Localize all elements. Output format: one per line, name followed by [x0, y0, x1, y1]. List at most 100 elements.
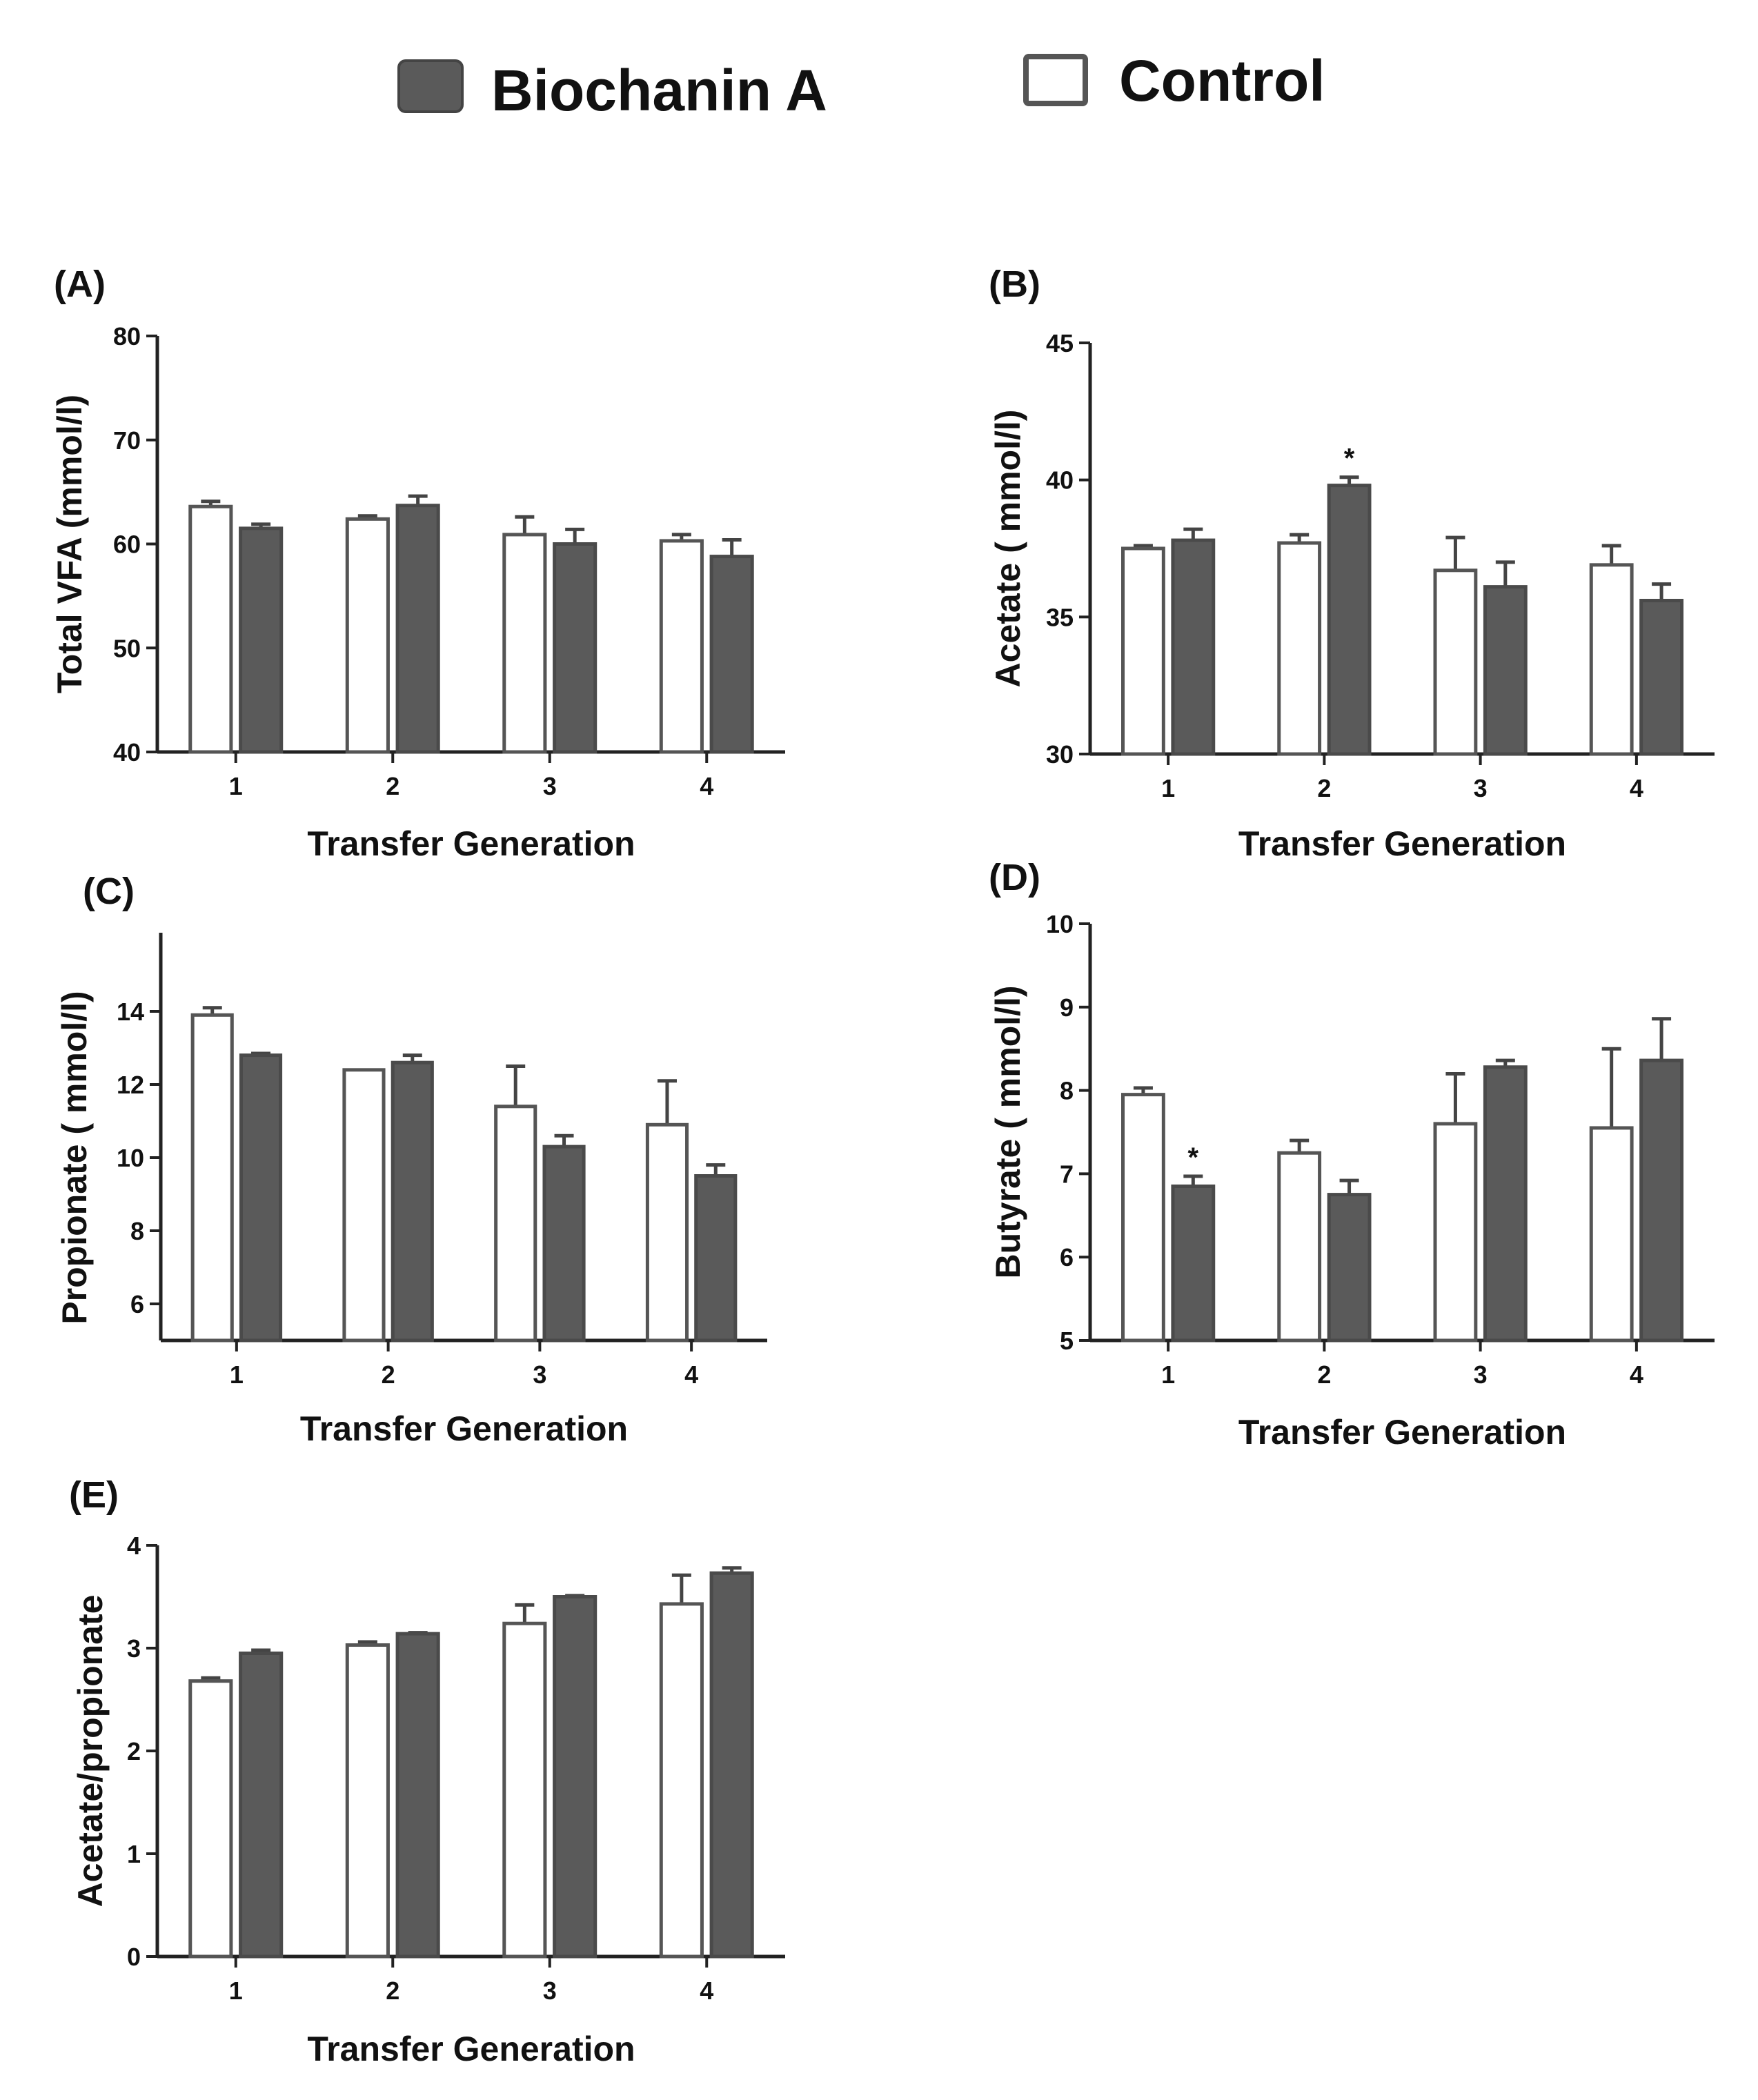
bar-control [345, 517, 390, 754]
bar-control [345, 1643, 390, 1959]
chart-panel-2: (B) 30 35 40 45 1 2 * 3 4 Transfer Generation Aceta… [989, 264, 1715, 863]
panel-label: (B) [989, 264, 1040, 305]
x-tick-label: 1 [229, 1977, 243, 2005]
x-tick-label: 2 [1317, 774, 1331, 802]
legend-swatch-control [1023, 54, 1088, 106]
x-tick-label: 2 [1317, 1360, 1331, 1389]
y-tick-label: 8 [130, 1217, 144, 1245]
bar-biochanin [1639, 1058, 1683, 1343]
x-tick-label: 1 [230, 1360, 244, 1389]
chart-panel-1: (A) 40 50 60 70 80 1 2 3 4 Transfer Generation Tota… [50, 264, 785, 863]
bar-control [188, 1679, 233, 1959]
y-tick-label: 0 [127, 1943, 141, 1971]
significance-mark: * [1188, 1142, 1199, 1173]
x-tick-label: 3 [543, 1977, 557, 2005]
bar-biochanin [1483, 585, 1528, 756]
x-tick-label: 1 [1161, 1360, 1175, 1389]
bar-control [1121, 546, 1165, 756]
y-tick-label: 10 [117, 1144, 144, 1172]
y-axis-title: Acetate ( mmol/l) [989, 410, 1027, 688]
bar-control [1589, 1126, 1634, 1343]
x-tick-label: 4 [700, 772, 713, 800]
bar-biochanin [553, 1595, 597, 1959]
x-tick-label: 4 [700, 1977, 713, 2005]
x-tick-label: 3 [1474, 774, 1488, 802]
x-axis-title: Transfer Generation [1238, 824, 1566, 863]
bar-biochanin [239, 1651, 284, 1959]
x-axis-title: Transfer Generation [307, 2030, 635, 2068]
bar-control [502, 533, 547, 754]
y-tick-label: 35 [1046, 603, 1074, 631]
bar-control [1277, 541, 1322, 756]
x-tick-label: 4 [684, 1360, 698, 1389]
legend-label-biochanin: Biochanin A [491, 58, 827, 123]
x-tick-label: 1 [1161, 774, 1175, 802]
bar-biochanin [1327, 1193, 1372, 1343]
y-tick-label: 30 [1046, 740, 1074, 769]
y-tick-label: 4 [127, 1532, 141, 1560]
bar-biochanin [553, 542, 597, 754]
x-tick-label: 2 [386, 1977, 399, 2005]
bar-biochanin [1483, 1065, 1528, 1343]
x-tick-label: 2 [382, 1360, 395, 1389]
y-tick-label: 60 [113, 531, 141, 559]
legend: Biochanin A Control [397, 48, 1325, 123]
y-tick-label: 45 [1046, 329, 1074, 357]
bar-control [494, 1105, 537, 1343]
bar-biochanin [1171, 1185, 1216, 1343]
y-tick-label: 80 [113, 322, 141, 350]
x-axis-title: Transfer Generation [300, 1409, 628, 1448]
x-tick-label: 2 [386, 772, 399, 800]
bar-control [502, 1621, 547, 1959]
x-tick-label: 3 [1474, 1360, 1488, 1389]
bar-biochanin [542, 1145, 586, 1343]
x-tick-label: 3 [533, 1360, 546, 1389]
chart-panel-5: (E) 0 1 2 3 4 1 2 3 4 Transfer Generation Acetate/p… [69, 1474, 785, 2068]
x-tick-label: 1 [229, 772, 243, 800]
y-axis-title: Total VFA (mmol/l) [50, 395, 89, 693]
bar-biochanin [1639, 598, 1683, 756]
bar-biochanin [391, 1060, 434, 1343]
bar-control [1433, 568, 1478, 756]
chart-panel-4: (D) 5 6 7 8 9 10 1 * 2 3 4 Transfer Generation Butyra… [989, 857, 1715, 1452]
y-tick-label: 10 [1046, 910, 1074, 938]
y-tick-label: 9 [1060, 993, 1074, 1022]
bar-control [659, 1602, 704, 1959]
bar-biochanin [694, 1174, 738, 1343]
y-tick-label: 40 [113, 738, 141, 766]
x-tick-label: 4 [1630, 774, 1643, 802]
bar-control [1277, 1151, 1322, 1343]
bar-biochanin [1327, 484, 1372, 756]
panel-label: (E) [69, 1474, 119, 1516]
x-axis-title: Transfer Generation [307, 824, 635, 863]
y-axis-title: Butyrate ( mmol/l) [989, 985, 1027, 1278]
y-tick-label: 1 [127, 1840, 141, 1868]
legend-label-control: Control [1119, 48, 1325, 113]
y-tick-label: 50 [113, 634, 141, 662]
x-tick-label: 3 [543, 772, 557, 800]
y-tick-label: 12 [117, 1071, 144, 1099]
y-tick-label: 70 [113, 426, 141, 455]
bar-biochanin [1171, 538, 1216, 756]
bar-biochanin [239, 526, 284, 754]
bar-biochanin [709, 1571, 754, 1959]
legend-swatch-biochanin [397, 59, 464, 113]
bar-control [645, 1122, 689, 1343]
bar-control [190, 1013, 234, 1343]
y-tick-label: 6 [130, 1290, 144, 1318]
y-tick-label: 14 [117, 998, 144, 1026]
bar-biochanin [395, 1632, 440, 1959]
bar-control [1433, 1122, 1478, 1343]
y-tick-label: 5 [1060, 1327, 1074, 1355]
bar-control [188, 504, 233, 754]
x-axis-title: Transfer Generation [1238, 1413, 1566, 1452]
y-tick-label: 7 [1060, 1160, 1074, 1188]
bar-control [342, 1068, 386, 1343]
y-axis-title: Propionate ( mmol/l) [55, 991, 94, 1324]
y-tick-label: 6 [1060, 1243, 1074, 1271]
y-tick-label: 3 [127, 1634, 141, 1663]
